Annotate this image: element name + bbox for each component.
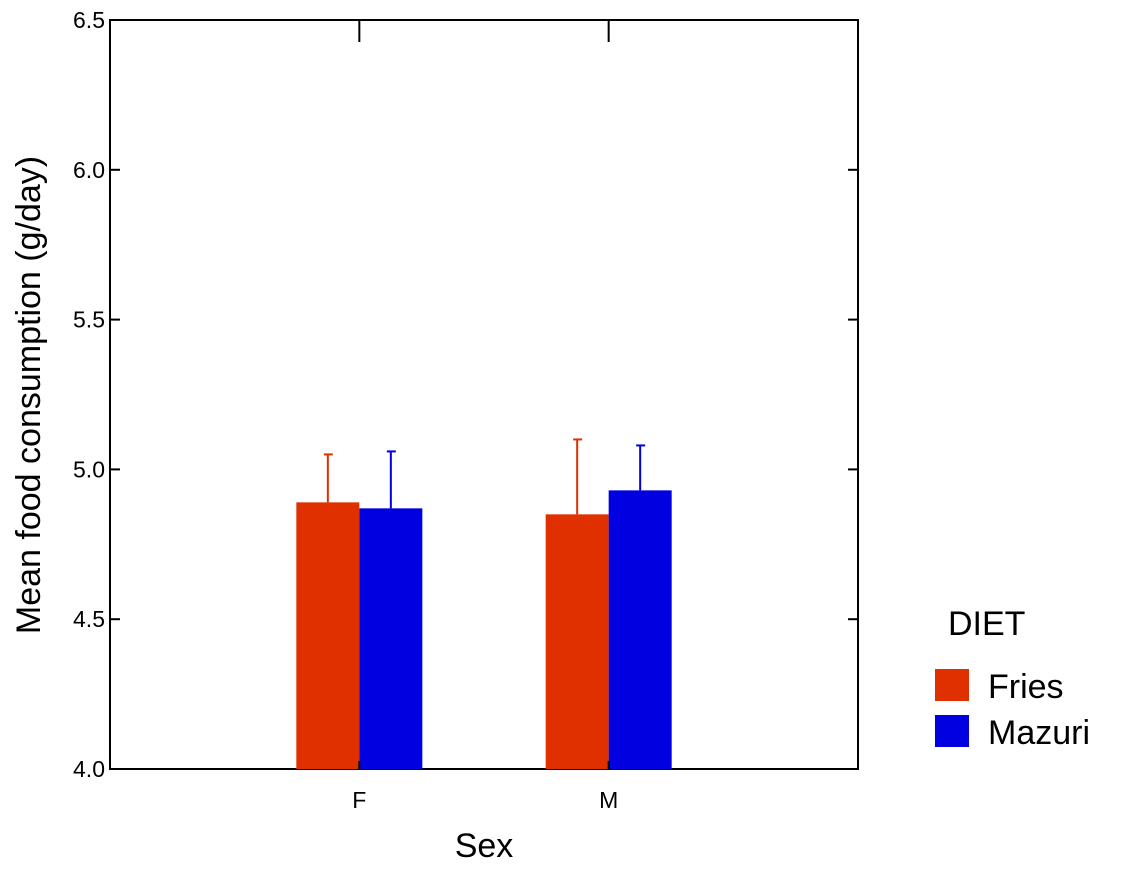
bar-fries-m: [545, 514, 609, 769]
y-tick-label: 6.5: [73, 7, 105, 33]
legend-swatch-mazuri: [935, 715, 969, 747]
legend-label-fries: Fries: [988, 668, 1064, 706]
y-tick-label: 4.5: [73, 606, 105, 632]
y-tick-label: 5.0: [73, 456, 105, 482]
bars-layer: [296, 438, 672, 769]
bar-mazuri-m: [608, 490, 672, 769]
y-tick-label: 6.0: [73, 157, 105, 183]
bar-mazuri-f: [359, 508, 423, 769]
y-tick-label: 5.5: [73, 307, 105, 333]
y-tick-label: 4.0: [73, 756, 105, 782]
plot-frame: [109, 19, 859, 770]
x-tick-label: F: [352, 787, 366, 813]
legend-swatch-fries: [935, 669, 969, 701]
x-tick-label: M: [599, 787, 618, 813]
legend-title: DIET: [948, 605, 1025, 643]
ticks-layer: 4.0 4.5 5.0 5.5 6.0 6.5 F M: [73, 7, 858, 813]
legend-label-mazuri: Mazuri: [988, 714, 1090, 752]
plot-area: 4.0 4.5 5.0 5.5 6.0 6.5 F M: [73, 7, 859, 813]
legend-items: Fries Mazuri: [935, 668, 1090, 752]
x-axis-title: Sex: [455, 827, 514, 865]
legend: DIET Fries Mazuri: [935, 605, 1090, 752]
y-axis-title: Mean food consumption (g/day): [10, 156, 48, 634]
bar-fries-f: [296, 502, 360, 769]
